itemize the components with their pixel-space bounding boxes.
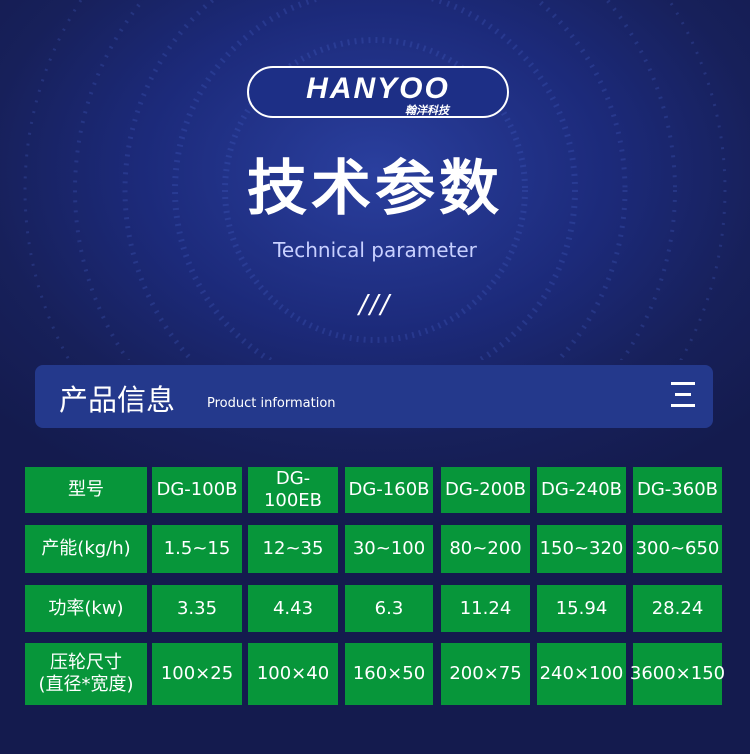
page-subtitle: Technical parameter (273, 238, 477, 262)
table-cell: 3.35 (152, 585, 242, 632)
table-cell: 80~200 (441, 525, 530, 573)
row-header-cell: 产能(kg/h) (25, 525, 147, 573)
brand-name: HANYOO (306, 72, 450, 105)
table-cell: 30~100 (345, 525, 433, 573)
table-cell: DG-100EB (248, 467, 338, 513)
row-header-cell: 压轮尺寸 (直径*宽度) (25, 643, 147, 705)
brand-name-cn: 翰洋科技 (405, 104, 449, 117)
table-cell: 150~320 (537, 525, 626, 573)
table-cell: 100×25 (152, 643, 242, 705)
page-title: 技术参数 (247, 154, 503, 224)
table-cell: 12~35 (248, 525, 338, 573)
table-cell: DG-360B (633, 467, 722, 513)
table-cell: 4.43 (248, 585, 338, 632)
table-cell: 6.3 (345, 585, 433, 632)
row-header-cell: 型号 (25, 467, 147, 513)
table-cell: 11.24 (441, 585, 530, 632)
table-cell: 240×100 (537, 643, 626, 705)
table-cell: DG-160B (345, 467, 433, 513)
section-title-cn: 产品信息 (59, 383, 176, 417)
table-cell: 200×75 (441, 643, 530, 705)
table-cell: 300~650 (633, 525, 722, 573)
slashes-decoration: /// (358, 290, 392, 320)
table-cell: 15.94 (537, 585, 626, 632)
table-cell: 100×40 (248, 643, 338, 705)
table-cell: DG-200B (441, 467, 530, 513)
menu-icon (671, 382, 695, 415)
section-banner: 产品信息 Product information (35, 365, 713, 428)
section-title-en: Product information (207, 396, 336, 411)
table-cell: DG-240B (537, 467, 626, 513)
table-cell: 1.5~15 (152, 525, 242, 573)
row-header-cell: 功率(kw) (25, 585, 147, 632)
brand-logo: HANYOO 翰洋科技 (247, 66, 509, 118)
table-cell: 28.24 (633, 585, 722, 632)
table-cell: DG-100B (152, 467, 242, 513)
table-cell: 160×50 (345, 643, 433, 705)
table-cell: 3600×150 (630, 643, 725, 705)
